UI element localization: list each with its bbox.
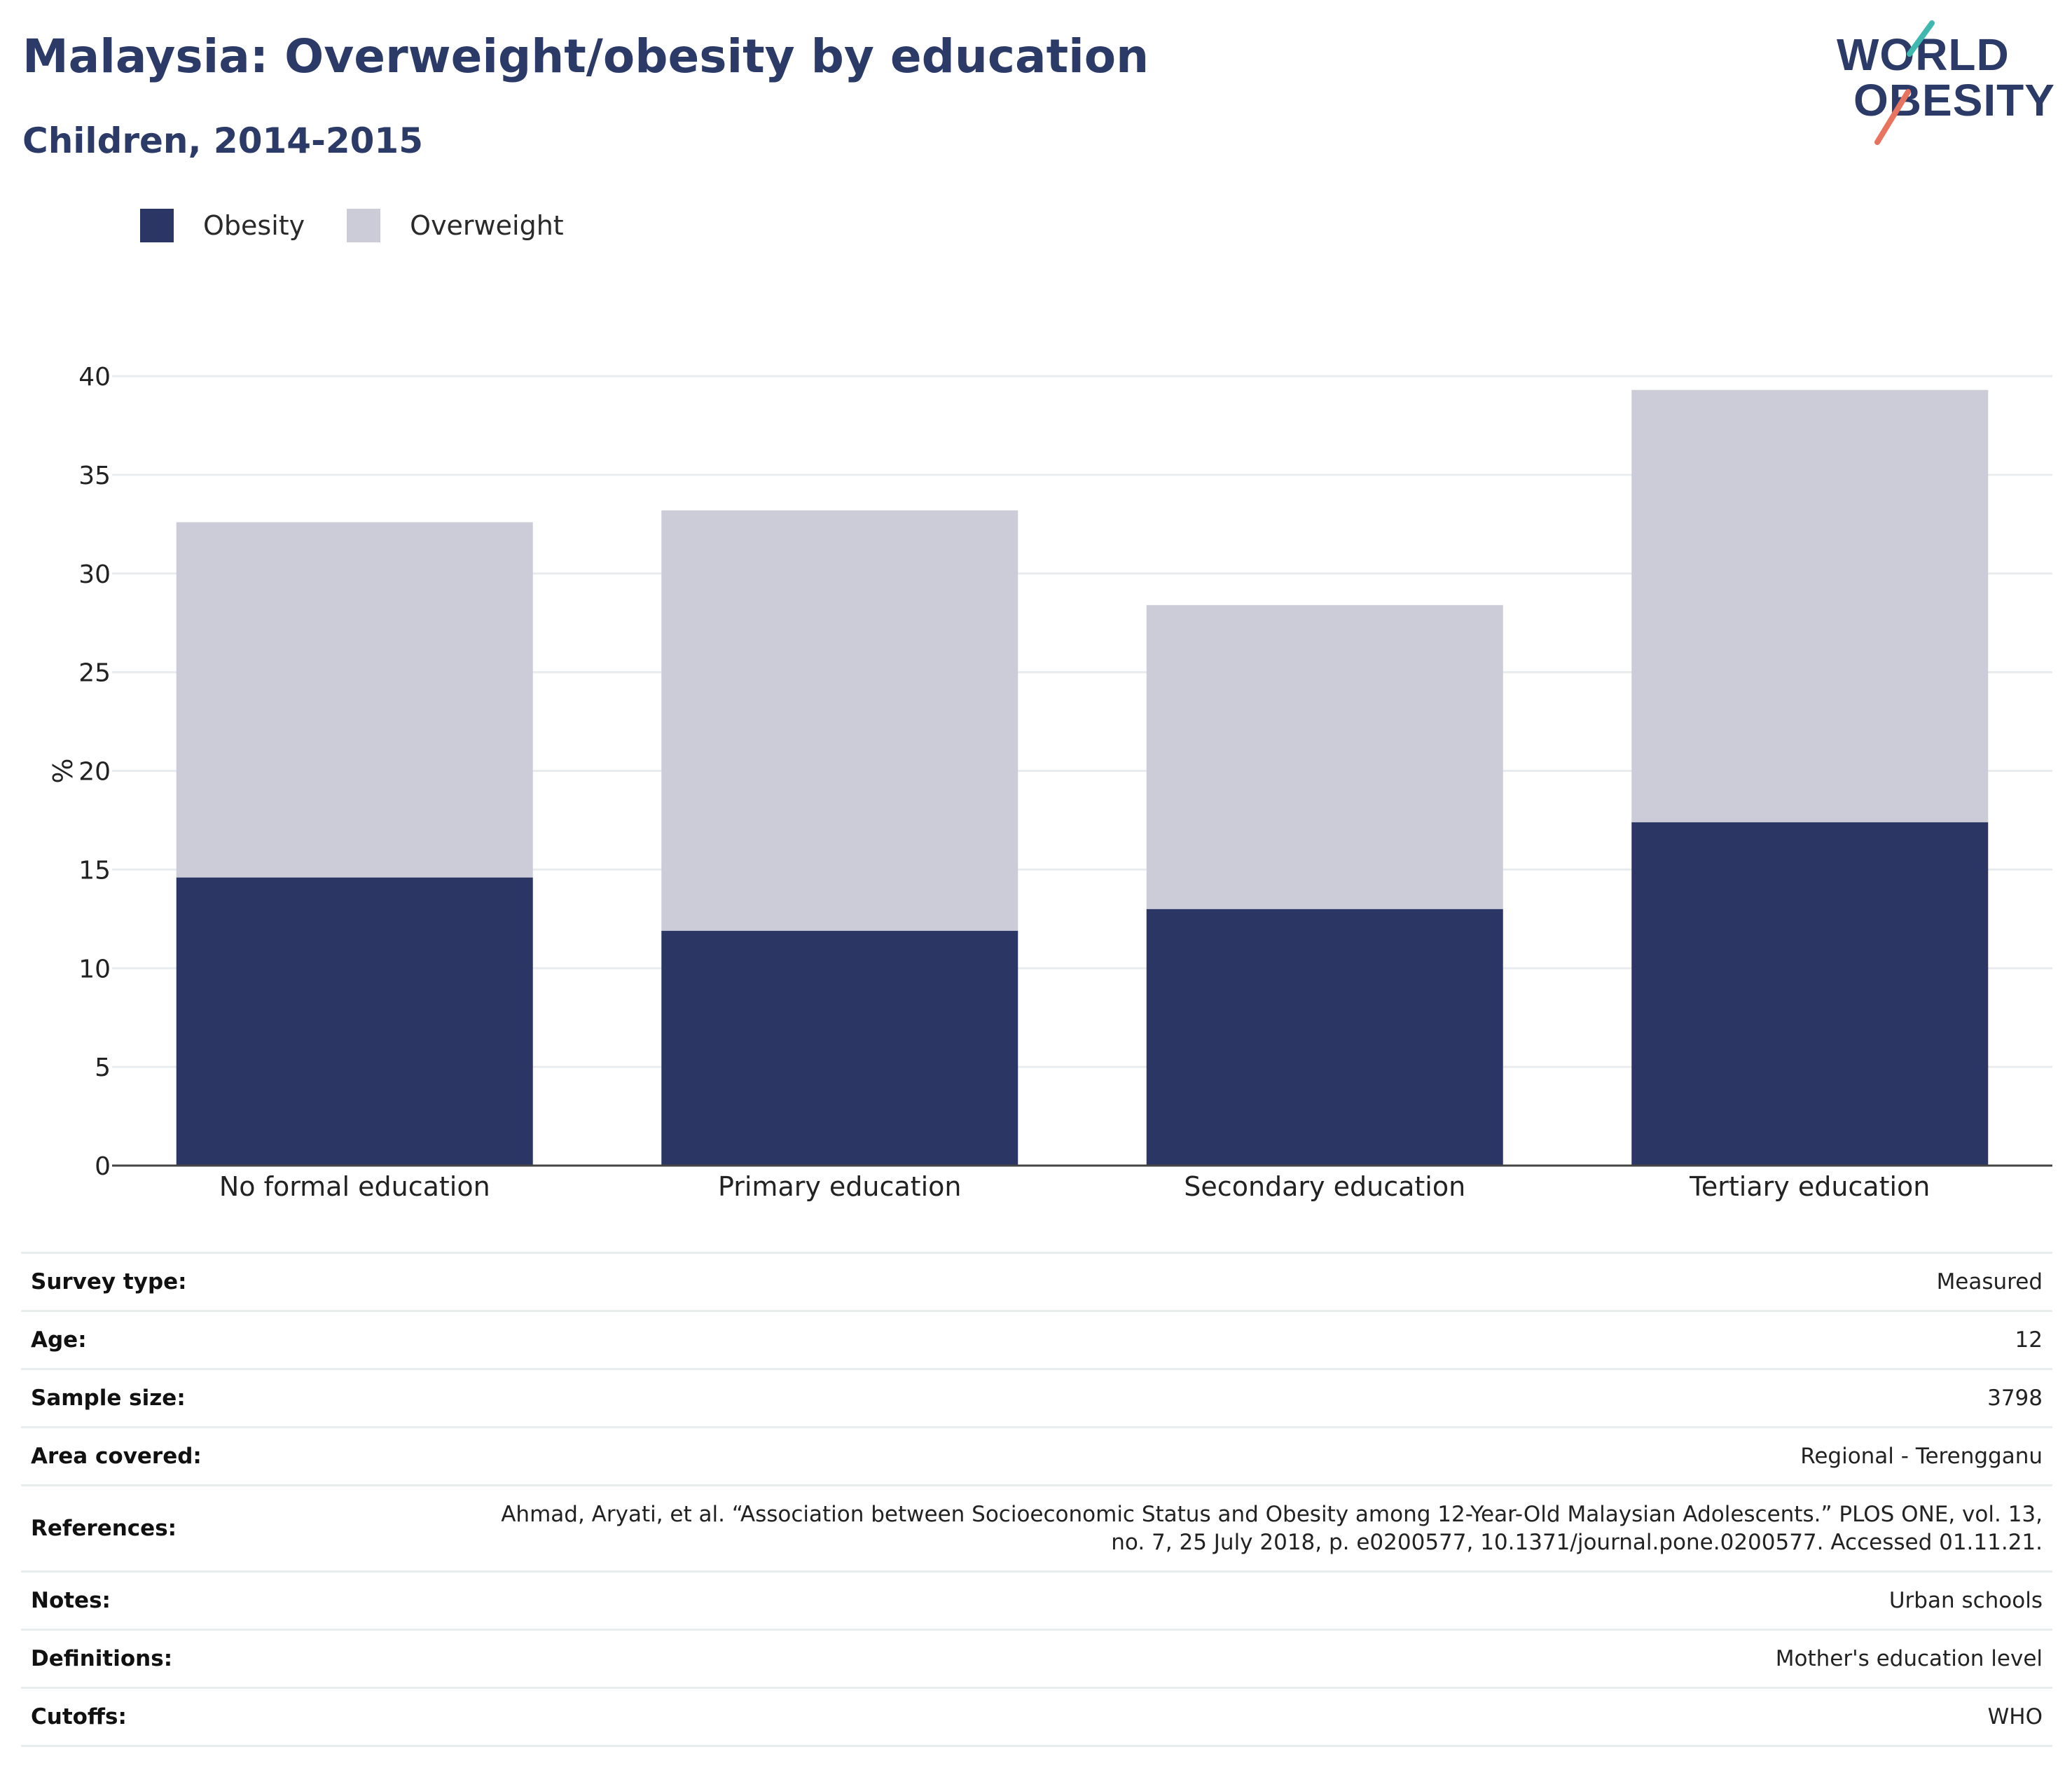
bar-obesity-1 [176,877,533,1166]
chart-subtitle: Children, 2014-2015 [22,120,423,161]
meta-row-sample-size: Sample size: 3798 [21,1368,2052,1428]
x-tick-label: No formal education [219,1171,490,1202]
meta-value: Measured [461,1252,2052,1311]
meta-label: Definitions: [21,1629,461,1688]
bar-obesity-2 [661,930,1018,1166]
y-tick-label: 40 [78,363,111,392]
meta-label: Notes: [21,1570,461,1630]
x-tick-label: Tertiary education [1689,1171,1930,1202]
meta-value: Urban schools [461,1570,2052,1630]
y-tick-label: 30 [78,560,111,589]
x-tick-label: Secondary education [1184,1171,1465,1202]
y-tick-label: 25 [78,659,111,688]
bar-overweight-4 [1631,389,1989,822]
meta-label: Age: [21,1310,461,1369]
legend-item-obesity: Obesity [140,209,305,242]
bar-obesity-4 [1631,822,1989,1166]
meta-value: Regional - Terengganu [461,1426,2052,1486]
meta-label: Cutoffs: [21,1687,461,1747]
meta-row-survey-type: Survey type: Measured [21,1252,2052,1311]
legend-swatch-obesity [140,209,174,242]
meta-value: 3798 [461,1368,2052,1428]
y-tick-label: 15 [78,856,111,885]
meta-row-definitions: Definitions: Mother's education level [21,1629,2052,1688]
legend-swatch-overweight [347,209,381,242]
y-tick-label: 20 [78,758,111,787]
x-tick-label: Primary education [718,1171,961,1202]
bar-overweight-3 [1146,605,1503,909]
y-tick-label: 5 [95,1054,111,1082]
logo-line2: OBESITY [1853,75,2055,125]
y-tick-label: 0 [95,1152,111,1181]
meta-row-area-covered: Area covered: Regional - Terengganu [21,1426,2052,1486]
meta-label: Sample size: [21,1368,461,1428]
meta-value: WHO [461,1687,2052,1747]
meta-value: Ahmad, Aryati, et al. “Association betwe… [461,1484,2052,1572]
bar-overweight-2 [661,510,1018,931]
logo-slash-coral [1874,89,1911,145]
meta-value: Mother's education level [461,1629,2052,1688]
metadata-table: Survey type: Measured Age: 12 Sample siz… [21,1252,2052,1747]
logo-slash-teal [1907,20,1935,57]
bar-overweight-1 [176,522,533,878]
meta-row-age: Age: 12 [21,1310,2052,1369]
chart-legend: Obesity Overweight [140,205,606,247]
legend-label-overweight: Overweight [410,210,564,241]
world-obesity-logo: WORLD OBESITY [1837,20,2055,145]
meta-label: Survey type: [21,1252,461,1311]
legend-item-overweight: Overweight [347,209,564,242]
y-tick-label: 10 [78,955,111,983]
bar-obesity-3 [1146,909,1503,1166]
meta-value: 12 [461,1310,2052,1369]
y-axis-title: % [46,758,77,783]
chart-title: Malaysia: Overweight/obesity by educatio… [22,29,1149,83]
meta-row-cutoffs: Cutoffs: WHO [21,1687,2052,1747]
meta-label: References: [21,1484,461,1572]
legend-label-obesity: Obesity [203,210,305,241]
meta-row-references: References: Ahmad, Aryati, et al. “Assoc… [21,1484,2052,1572]
bar-chart: 0 5 10 15 20 25 30 35 40% No formal education Prim… [46,363,2052,1202]
y-tick-label: 35 [78,462,111,490]
meta-label: Area covered: [21,1426,461,1486]
meta-row-notes: Notes: Urban schools [21,1570,2052,1630]
